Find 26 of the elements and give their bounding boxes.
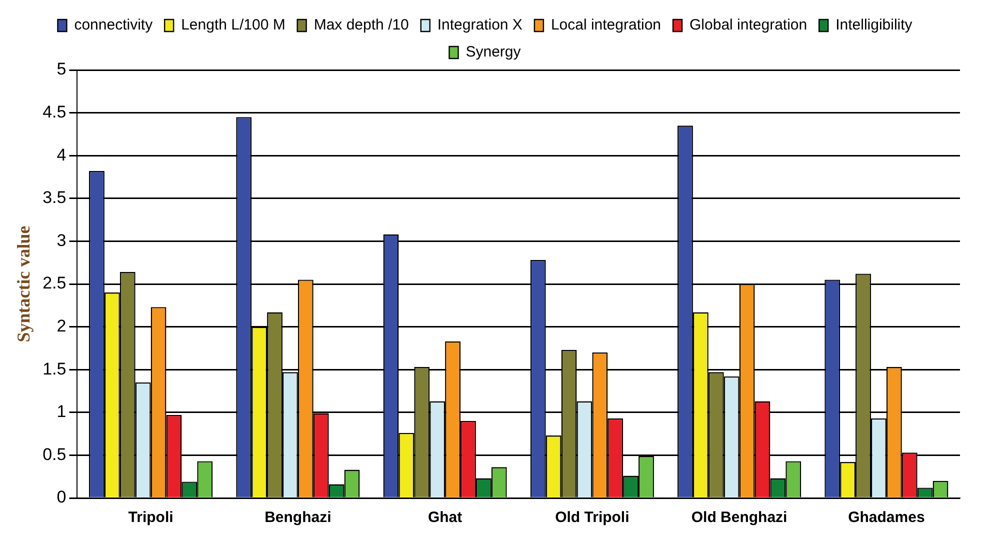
x-tick-label: Benghazi	[264, 509, 332, 526]
legend-label: Global integration	[690, 16, 808, 34]
y-tick-label: 1.5	[42, 359, 66, 378]
y-tick-label: 4	[56, 145, 66, 164]
x-tick-label: Ghadames	[848, 509, 925, 526]
y-tick-label: 2.5	[42, 274, 66, 293]
y-tick-label: 2	[56, 316, 66, 336]
y-tick-label: 4.5	[42, 102, 66, 122]
legend-label: Synergy	[466, 44, 522, 61]
y-tick-label: 5	[56, 60, 66, 79]
x-tick-label: Old Tripoli	[555, 509, 630, 526]
y-tick-label: 3	[56, 230, 66, 250]
y-tick-label: 0.5	[42, 444, 66, 464]
y-tick-label: 1	[56, 402, 66, 422]
legend-label: Local integration	[550, 16, 662, 34]
x-tick-label: Tripoli	[128, 509, 174, 526]
legend-label: Intelligibility	[836, 16, 913, 34]
y-tick-label: 0	[56, 488, 66, 507]
legend-label: Length L/100 M	[181, 16, 286, 34]
x-tick-label: Ghat	[428, 509, 462, 526]
y-tick-label: 3.5	[42, 188, 66, 208]
y-axis-title: Syntactic value	[13, 226, 34, 342]
x-tick-label: Old Benghazi	[691, 509, 788, 526]
legend-label: connectivity	[74, 16, 154, 34]
legend-label: Integration X	[437, 16, 522, 34]
legend-label: Max depth /10	[314, 16, 409, 34]
